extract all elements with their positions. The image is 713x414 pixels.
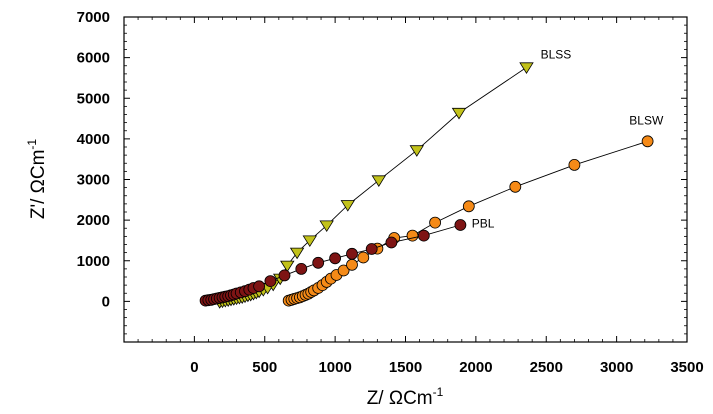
data-point-pbl (385, 236, 398, 249)
x-tick-label: 1000 (318, 359, 351, 376)
series-label-blss: BLSS (541, 47, 572, 61)
y-tick-label: 4000 (77, 131, 110, 148)
data-point-blsw (641, 135, 654, 148)
plot-frame (123, 16, 688, 343)
data-point-blss (289, 247, 305, 260)
y-tick-label: 2000 (77, 212, 110, 229)
data-point-blss (371, 175, 387, 187)
data-point-blsw (406, 229, 419, 242)
data-point-blss (409, 145, 425, 157)
y-axis-ticks: 0 1000 2000 3000 4000 5000 6000 7000 (77, 9, 687, 335)
data-point-pbl (253, 280, 266, 293)
data-point-blsw (509, 180, 522, 193)
data-point-blsw (337, 264, 350, 277)
y-tick-label: 0 (102, 293, 110, 310)
x-tick-label: 3500 (670, 359, 703, 376)
y-tick-label: 1000 (77, 253, 110, 270)
x-tick-label: 2000 (459, 359, 492, 376)
series-label-blsw: BLSW (629, 113, 664, 127)
data-point-blsw (357, 251, 370, 264)
data-point-pbl (264, 275, 277, 288)
data-point-blss (519, 62, 534, 74)
data-point-blss (340, 200, 356, 212)
series-pbl (199, 219, 467, 307)
x-tick-label: 0 (190, 359, 198, 376)
data-point-blsw (462, 200, 475, 213)
data-point-blsw (568, 158, 581, 171)
series-blsw (282, 135, 654, 307)
data-point-blss (319, 220, 334, 233)
series-label-layer: BLSS BLSW PBL (472, 47, 664, 230)
x-axis-ticks: 0 500 1000 1500 2000 2500 3000 3500 (137, 17, 704, 376)
data-point-blss (451, 107, 467, 120)
data-point-blsw (429, 216, 442, 229)
data-point-pbl (365, 243, 378, 255)
y-tick-label: 3000 (77, 172, 110, 189)
data-point-pbl (454, 219, 467, 231)
y-tick-label: 5000 (77, 90, 110, 107)
data-point-pbl (312, 256, 325, 269)
x-tick-label: 500 (252, 359, 277, 376)
y-axis-title: Z'/ ΩCm-1 (25, 139, 49, 220)
x-tick-label: 2500 (530, 359, 563, 376)
data-point-pbl (295, 262, 308, 275)
y-tick-label: 7000 (77, 9, 110, 26)
x-tick-label: 1500 (389, 359, 422, 376)
data-point-blss (302, 235, 318, 248)
data-point-pbl (329, 252, 342, 265)
x-tick-label: 3000 (600, 359, 633, 376)
series-label-pbl: PBL (472, 216, 495, 230)
series-blss (212, 62, 534, 309)
y-tick-label: 6000 (77, 50, 110, 67)
data-point-pbl (417, 229, 430, 242)
series-line-blsw (288, 140, 648, 302)
data-point-pbl (346, 247, 358, 260)
x-axis-title: Z/ ΩCm-1 (367, 385, 444, 409)
series-line-blss (219, 67, 527, 303)
data-point-blsw (346, 258, 358, 271)
data-point-pbl (278, 269, 291, 282)
series-layer (199, 62, 654, 309)
data-point-blss (280, 260, 295, 273)
